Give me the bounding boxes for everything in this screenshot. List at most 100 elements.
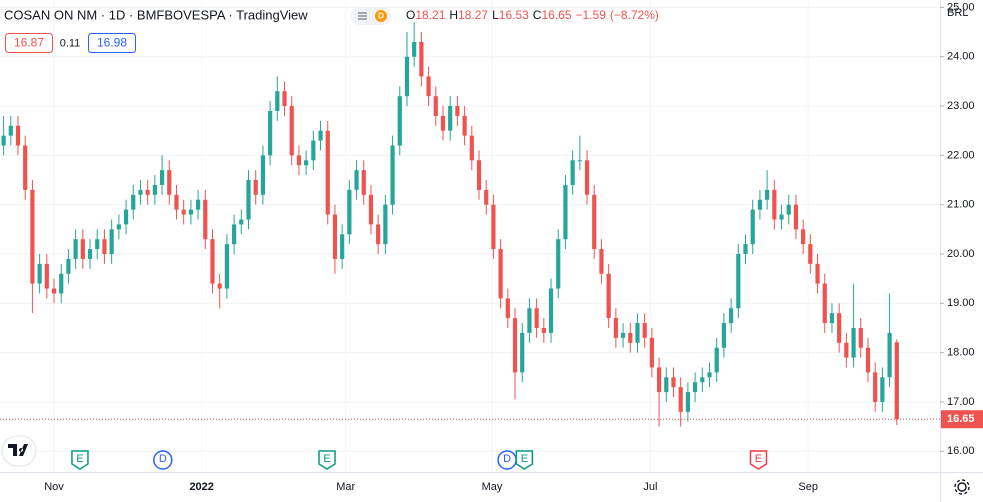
candle-body [195,199,201,210]
candle-body [332,214,338,259]
symbol-title: COSAN ON NM · 1D · BMFBOVESPA · TradingV… [4,7,308,22]
ohlc-key: C [533,8,542,22]
candle-body [340,234,345,259]
candle-body [714,347,719,373]
event-label: E [76,453,83,465]
candle-body [592,194,597,250]
candle-body [808,244,813,264]
candle-body [231,224,237,245]
candle-body [73,239,78,259]
candle-body [131,194,136,210]
candle-body [239,219,244,225]
candle-body [1,135,6,146]
y-tick-label: 23.00 [947,100,975,112]
candle-body [51,288,57,294]
currency: BRL [947,7,968,19]
candle-body [736,254,741,309]
candle-body [729,308,734,324]
candle-body [347,189,352,235]
last-price-label: 16.65 [947,413,975,425]
candle-body [577,160,582,162]
candle-body [419,41,424,77]
candle-body [368,194,374,225]
candle-body [188,209,193,215]
candle-body [772,189,777,220]
candle-body [628,332,633,343]
candle-body [354,170,359,190]
y-tick-label: 20.00 [947,248,975,260]
candle-body [224,244,229,289]
candle-body [210,239,215,284]
candle-body [268,110,273,156]
bid-box[interactable] [5,33,53,53]
event-marker[interactable] [515,450,534,470]
candle-body [880,377,885,402]
y-tick-label: 17.00 [947,396,975,408]
candle-body [635,323,640,343]
y-tick-label: 19.00 [947,297,975,309]
candle-body [44,263,49,289]
event-label: D [159,453,167,465]
ohlc-value: 16.65 [541,8,571,22]
candle-body [426,76,431,97]
candle-body [412,41,417,57]
candle-body [786,204,791,215]
candle-body [743,244,748,255]
x-tick-label: Nov [44,481,64,493]
candle-body [203,199,208,240]
y-tick-label: 18.00 [947,347,975,359]
candle-body [599,249,604,274]
event-marker[interactable] [71,450,89,470]
tv-logo[interactable] [1,435,37,467]
candle-body [664,377,669,393]
candle-body [606,273,611,319]
candle-body [779,214,784,220]
event-label: D [503,453,511,465]
candle-body [30,189,35,284]
grid [0,6,940,452]
candle-body [671,377,676,388]
menu-icon [358,12,367,20]
candle-body [404,56,410,97]
ohlc-value: 16.53 [499,8,529,22]
candle-body [685,392,690,412]
event-marker[interactable] [318,450,336,470]
candle-body [750,209,755,245]
candle-body [505,298,510,319]
candle-body [145,189,150,195]
settings-icon[interactable] [954,479,970,495]
event-marker[interactable] [749,450,768,470]
candle-body [433,96,438,116]
candle-body [700,377,705,383]
y-tick-label: 16.00 [947,445,975,457]
candle-body [159,170,165,185]
status-letter: D [378,12,384,21]
ohlc-change: −1.59 [576,8,607,22]
candle-body [376,224,381,245]
candle-body [318,130,323,141]
candle-body [440,115,446,131]
candle-body [59,273,64,294]
candle-body [390,145,395,205]
candle-body [15,125,21,146]
event-label: E [323,453,330,465]
candle-body [275,91,280,111]
ohlc-change: (−8.72%) [610,8,659,22]
ask-box[interactable] [88,33,136,53]
candle-body [174,194,179,210]
candle-body [873,372,878,402]
candle-body [116,224,121,230]
candle-body [491,204,496,250]
ohlc-value: 18.27 [458,8,488,22]
event-marker[interactable] [153,450,173,470]
candle-body [87,249,93,259]
candle-body [448,106,453,131]
ohlc-value: 18.21 [415,8,445,22]
candle-body [520,332,525,373]
candle-body [541,327,546,333]
candle-body [80,239,85,259]
candle-body [296,155,302,166]
ask: 16.98 [97,36,127,50]
candle-body [837,313,842,343]
